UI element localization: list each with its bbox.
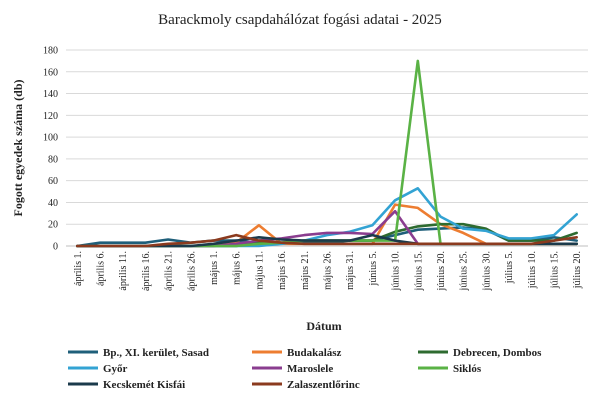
legend-label: Budakalász	[287, 347, 342, 359]
x-tick-label: június 15.	[413, 251, 424, 291]
x-tick-label: május 1.	[209, 251, 220, 285]
x-tick-label: június 10.	[391, 251, 402, 291]
x-tick-label: május 21.	[300, 251, 311, 290]
series-line-5	[76, 59, 579, 248]
legend-label: Bp., XI. kerület, Sasad	[103, 347, 209, 359]
gridlines	[66, 49, 588, 247]
x-tick-label: július 10.	[527, 251, 538, 289]
x-tick-label: május 31.	[345, 251, 356, 290]
y-axis-title: Fogott egyedek száma (db)	[11, 80, 25, 217]
y-tick-label: 80	[48, 154, 58, 165]
x-tick-label: május 11.	[254, 251, 265, 290]
y-tick-label: 180	[43, 46, 58, 57]
y-tick-label: 0	[53, 242, 58, 253]
legend-label: Győr	[103, 363, 128, 375]
legend: Bp., XI. kerület, Sasad Budakalász Debrece…	[68, 347, 542, 391]
x-tick-label: május 16.	[277, 251, 288, 290]
y-tick-label: 120	[43, 111, 58, 122]
x-tick-label: július 15.	[549, 251, 560, 289]
x-tick-label: április 1.	[73, 251, 84, 286]
x-tick-label: április 16.	[141, 251, 152, 291]
y-tick-label: 40	[48, 198, 58, 209]
y-tick-label: 140	[43, 89, 58, 100]
chart-title: Barackmoly csapdahálózat fogási adatai -…	[158, 12, 442, 28]
y-tick-label: 20	[48, 220, 58, 231]
series-line-3	[76, 187, 579, 248]
x-tick-label: július 5.	[504, 251, 515, 284]
x-tick-label: június 25.	[459, 251, 470, 291]
legend-label: Zalaszentlőrinc	[287, 379, 360, 391]
x-tick-label: június 20.	[436, 251, 447, 291]
x-tick-label: április 21.	[164, 251, 175, 291]
y-tick-label: 160	[43, 67, 58, 78]
y-tick-label: 100	[43, 133, 58, 144]
y-tick-label: 60	[48, 176, 58, 187]
legend-label: Kecskemét Kisfái	[103, 379, 185, 391]
x-tick-label: június 30.	[481, 251, 492, 291]
x-tick-label: május 26.	[323, 251, 334, 290]
x-tick-label: április 11.	[118, 251, 129, 291]
x-tick-label: április 6.	[96, 251, 107, 286]
x-axis-title: Dátum	[306, 319, 341, 333]
series-lines	[76, 59, 579, 248]
x-tick-label: május 6.	[232, 251, 243, 285]
x-axis-ticks: április 1. április 6. április 11. április 1…	[73, 251, 583, 291]
legend-label: Debrecen, Dombos	[453, 347, 542, 359]
x-tick-label: április 26.	[186, 251, 197, 291]
legend-label: Siklós	[453, 363, 482, 375]
y-axis-ticks: 0 20 40 60 80 100 120 140 160 180	[43, 46, 58, 253]
legend-label: Maroslele	[287, 363, 333, 375]
series-line-7	[76, 233, 579, 248]
x-tick-label: június 5.	[368, 251, 379, 286]
x-tick-label: július 20.	[572, 251, 583, 289]
